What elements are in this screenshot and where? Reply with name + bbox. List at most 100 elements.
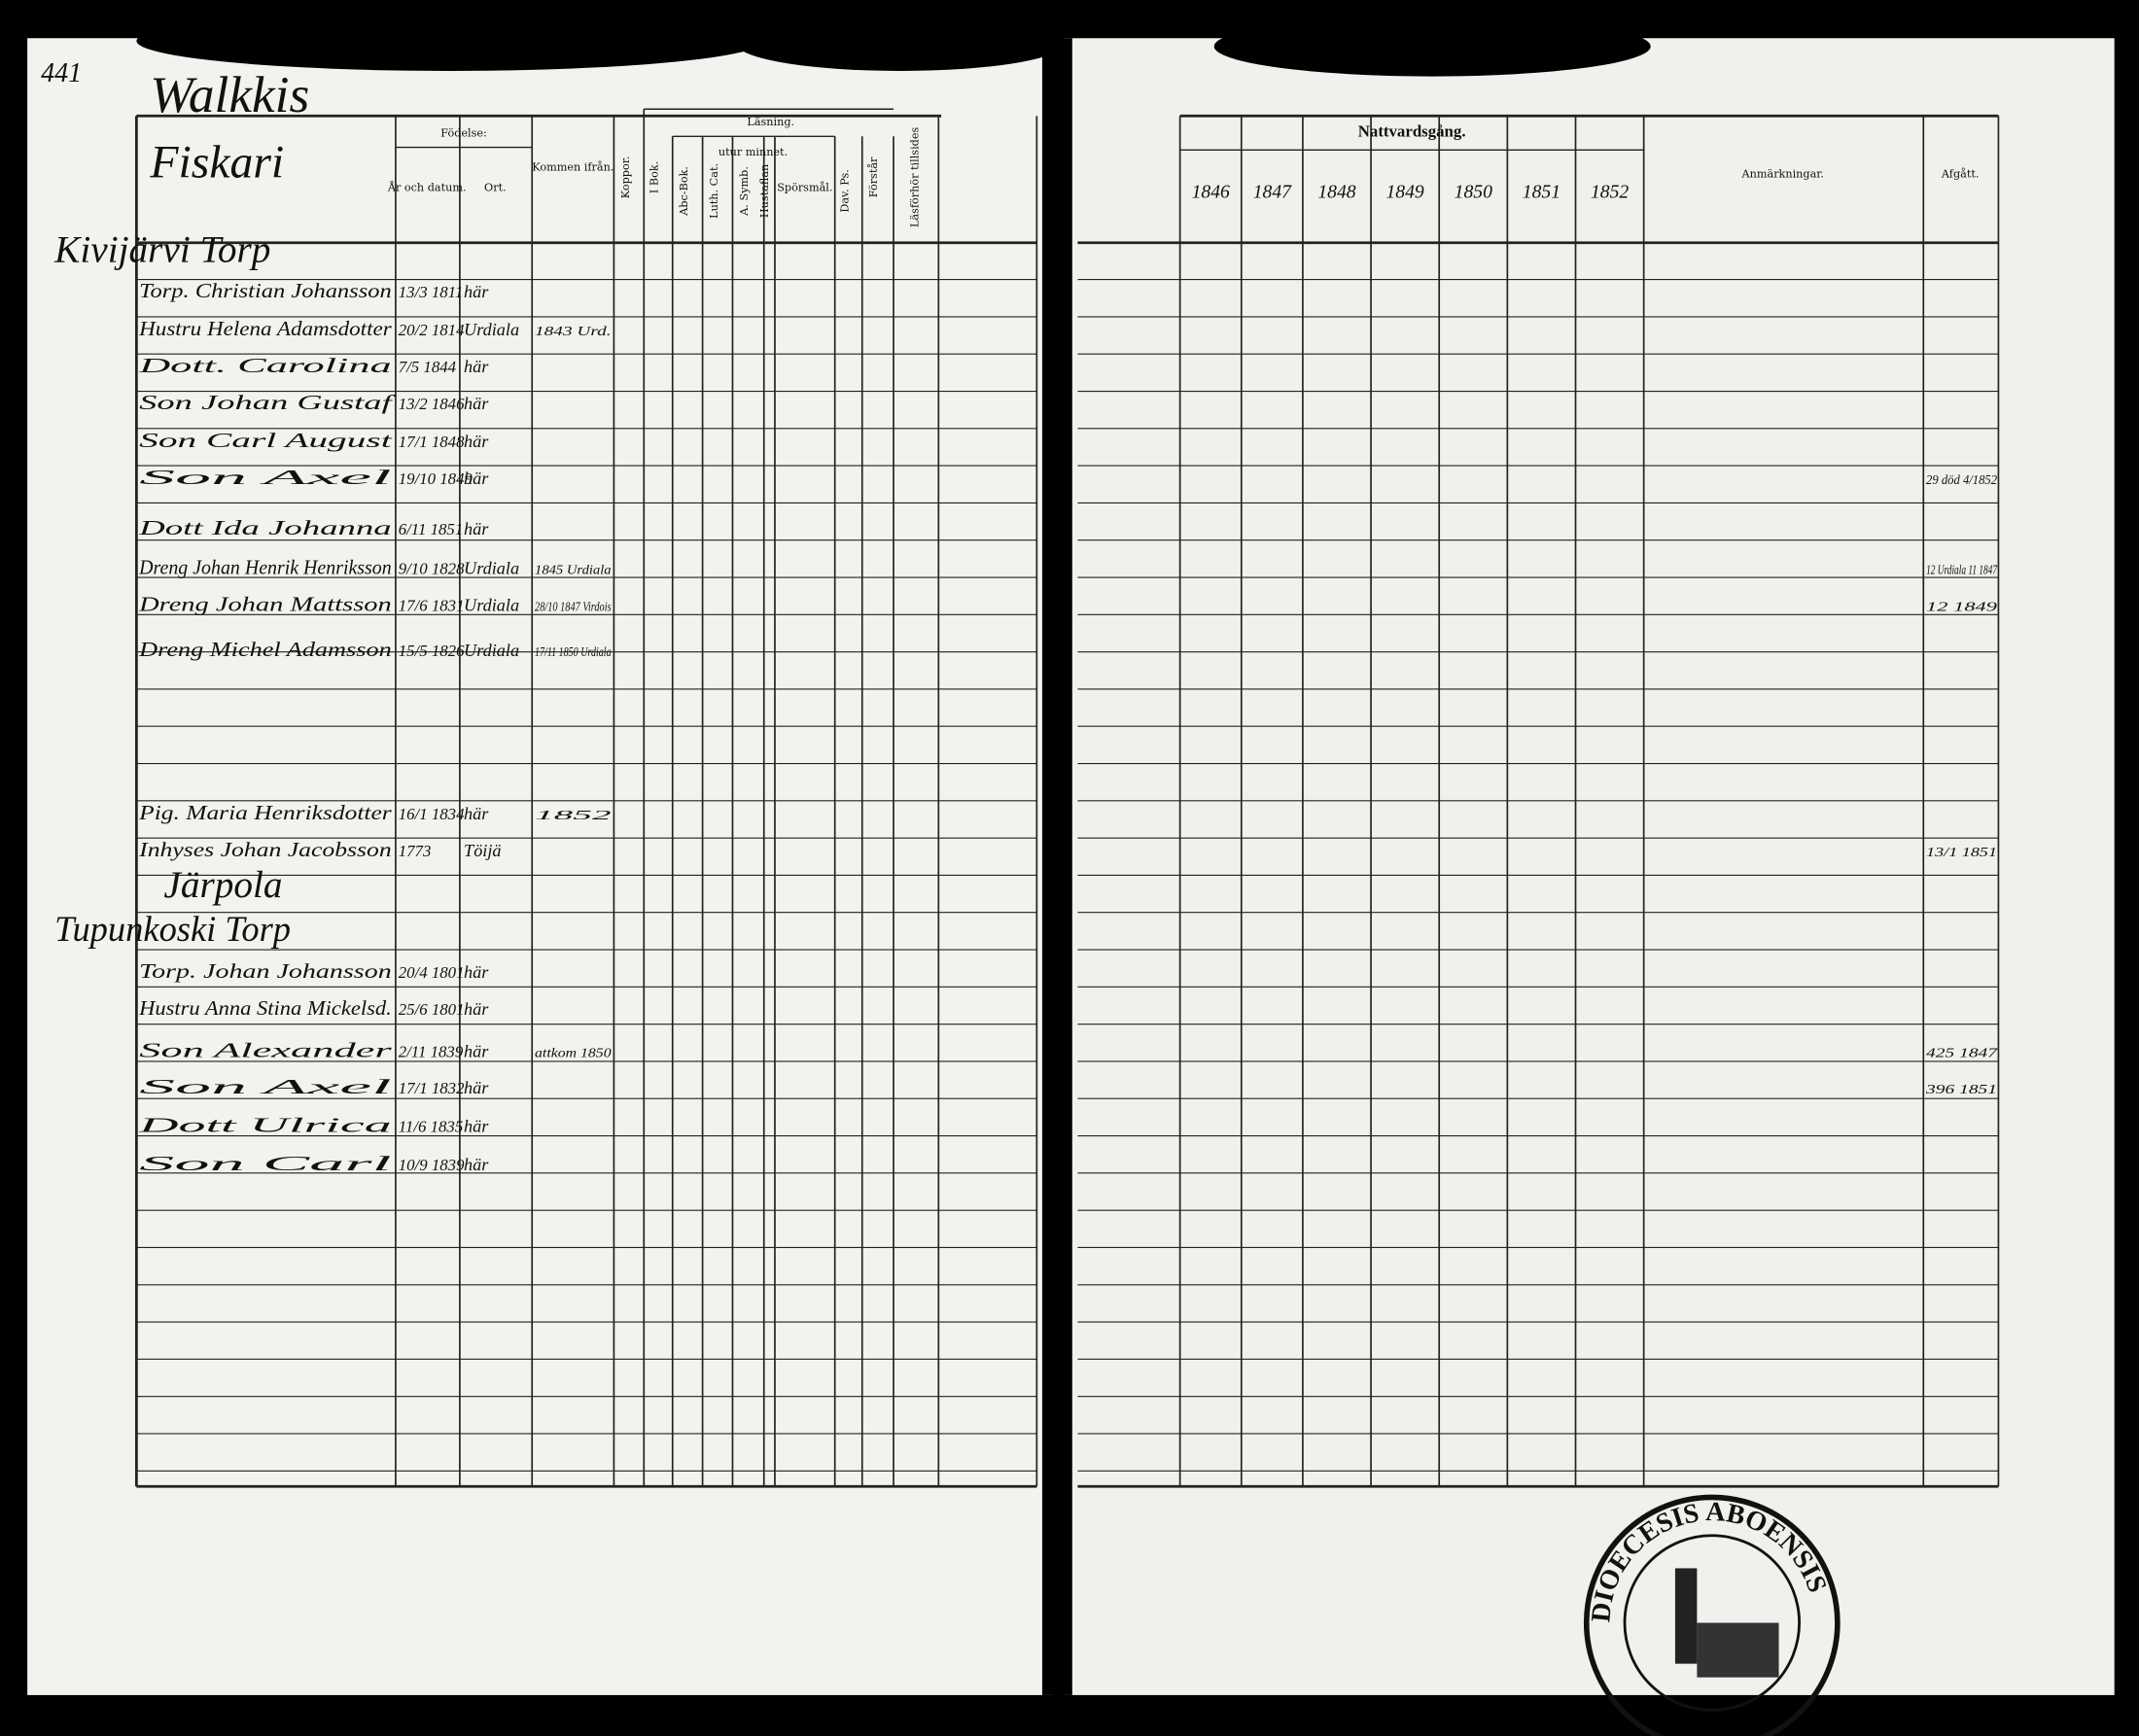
column-header: Spörsmål. [777, 181, 832, 193]
departed: 12 Urdiala 11 1847 [1926, 564, 1998, 578]
birth-place: här [464, 999, 489, 1019]
departed: 396 1851 [1925, 1083, 1997, 1097]
year-header: 1850 [1455, 181, 1492, 202]
person-name: Hustru Helena Adamsdotter [138, 317, 393, 340]
birth-date: 6/11 1851 [399, 520, 464, 538]
departed: 12 1849 [1926, 601, 1997, 615]
birth-place: här [464, 1155, 489, 1174]
birth-place: här [464, 357, 489, 376]
birth-place: här [464, 394, 489, 413]
person-name: Pig. Maria Henriksdotter [138, 801, 393, 824]
birth-date: 13/3 1811 [399, 283, 464, 301]
person-name: Dott Ida Johanna [137, 516, 391, 539]
person-name: Inhyses Johan Jacobsson [138, 838, 392, 861]
came-from: 1845 Urdiala [535, 564, 612, 578]
birth-place: här [464, 282, 489, 301]
year-header: 1851 [1523, 181, 1560, 202]
column-header: A. Symb. [738, 166, 751, 217]
left-page [27, 38, 1054, 1695]
stamp-church [1697, 1622, 1779, 1678]
column-header: Förstår [867, 156, 880, 197]
birth-place: här [464, 1078, 489, 1097]
column-header: Dav. Ps. [839, 169, 852, 212]
came-from: attkom 1850 [535, 1046, 612, 1060]
column-header: Anmärkningar. [1741, 167, 1824, 180]
birth-date: 19/10 1849 [399, 469, 473, 488]
person-name: Dott Ulrica [137, 1113, 392, 1136]
person-name: Dott. Carolina [137, 354, 392, 377]
birth-date: 17/1 1848 [399, 433, 465, 451]
person-name: Hustru Anna Stina Mickelsd. [138, 996, 392, 1020]
birth-date: 25/6 1801 [399, 1000, 465, 1019]
birth-place: Töijä [464, 841, 501, 860]
birth-date: 11/6 1835 [399, 1117, 464, 1135]
person-name: Son Alexander [139, 1038, 393, 1061]
birth-date: 15/5 1826 [399, 642, 465, 660]
birth-date: 10/9 1839 [399, 1156, 465, 1174]
birth-date: 13/2 1846 [399, 395, 465, 413]
came-from: 1852 [535, 809, 612, 823]
column-header: Läsförhör tillsides [908, 127, 921, 228]
parish: Walkkis [150, 65, 309, 123]
scan-shadow [136, 11, 764, 71]
column-header: Nattvardsgång. [1358, 122, 1466, 140]
person-name: Son Johan Gustaf [139, 391, 397, 414]
birth-place: här [464, 469, 489, 488]
section-title: Fiskari [149, 136, 284, 188]
departed: 29 död 4/1852 [1926, 473, 1997, 488]
section-subheading: Tupunkoski Torp [54, 910, 291, 949]
section-heading: Järpola [163, 864, 282, 906]
binding [1041, 38, 1072, 1695]
person-name: Son Carl [139, 1152, 392, 1175]
column-header: I Bok. [648, 161, 660, 193]
birth-place: här [464, 432, 489, 451]
scan-shadow [736, 16, 1065, 71]
person-name: Torp. Christian Johansson [139, 279, 392, 302]
column-header: Koppor. [619, 156, 632, 199]
person-name: Son Axel [139, 1075, 392, 1098]
column-header: utur minnet. [719, 146, 788, 158]
birth-date: 2/11 1839 [399, 1042, 464, 1060]
birth-place: här [464, 519, 489, 538]
stamp-ring [1623, 1534, 1801, 1712]
birth-date: 20/4 1801 [399, 963, 465, 982]
birth-date: 17/6 1831 [399, 597, 465, 615]
year-header: 1852 [1591, 181, 1629, 202]
birth-date: 17/1 1832 [399, 1079, 465, 1097]
birth-date: 16/1 1834 [399, 805, 465, 823]
departed: 425 1847 [1926, 1046, 1998, 1060]
year-header: 1846 [1192, 181, 1230, 202]
birth-date: 7/5 1844 [399, 358, 457, 376]
person-name: Dreng Johan Henrik Henriksson [138, 556, 391, 579]
column-header: År och datum. [387, 180, 467, 193]
column-header: Hustaflan [758, 164, 771, 218]
column-header: Kommen ifrån. [532, 160, 614, 173]
column-header: Ort. [484, 181, 507, 193]
birth-place: här [464, 1041, 489, 1060]
column-header: Abc-Bok. [678, 166, 690, 217]
birth-place: Urdiala [464, 320, 519, 339]
person-name: Dreng Michel Adamsson [138, 638, 392, 661]
column-header: Afgått. [1941, 167, 1980, 180]
year-header: 1849 [1386, 181, 1424, 202]
birth-date: 20/2 1814 [399, 321, 465, 339]
year-header: 1847 [1253, 181, 1292, 202]
person-name: Torp. Johan Johansson [139, 959, 392, 983]
person-name: Dreng Johan Mattsson [138, 593, 392, 616]
column-header: Läsning. [747, 116, 794, 128]
birth-place: Urdiala [464, 641, 519, 660]
birth-place: här [464, 962, 489, 982]
came-from: 28/10 1847 Virdois [535, 601, 612, 615]
person-name: Son Carl August [139, 429, 394, 452]
departed: 13/1 1851 [1926, 846, 1997, 860]
birth-date: 1773 [399, 842, 432, 860]
section-heading: Kivijärvi Torp [53, 228, 270, 270]
birth-place: Urdiala [464, 559, 519, 578]
stamp-ring [1583, 1494, 1841, 1736]
stamp-tower [1674, 1568, 1698, 1664]
birth-date: 9/10 1828 [399, 560, 465, 578]
column-header: Luth. Cat. [708, 163, 720, 219]
came-from: 1843 Urd. [535, 325, 612, 339]
